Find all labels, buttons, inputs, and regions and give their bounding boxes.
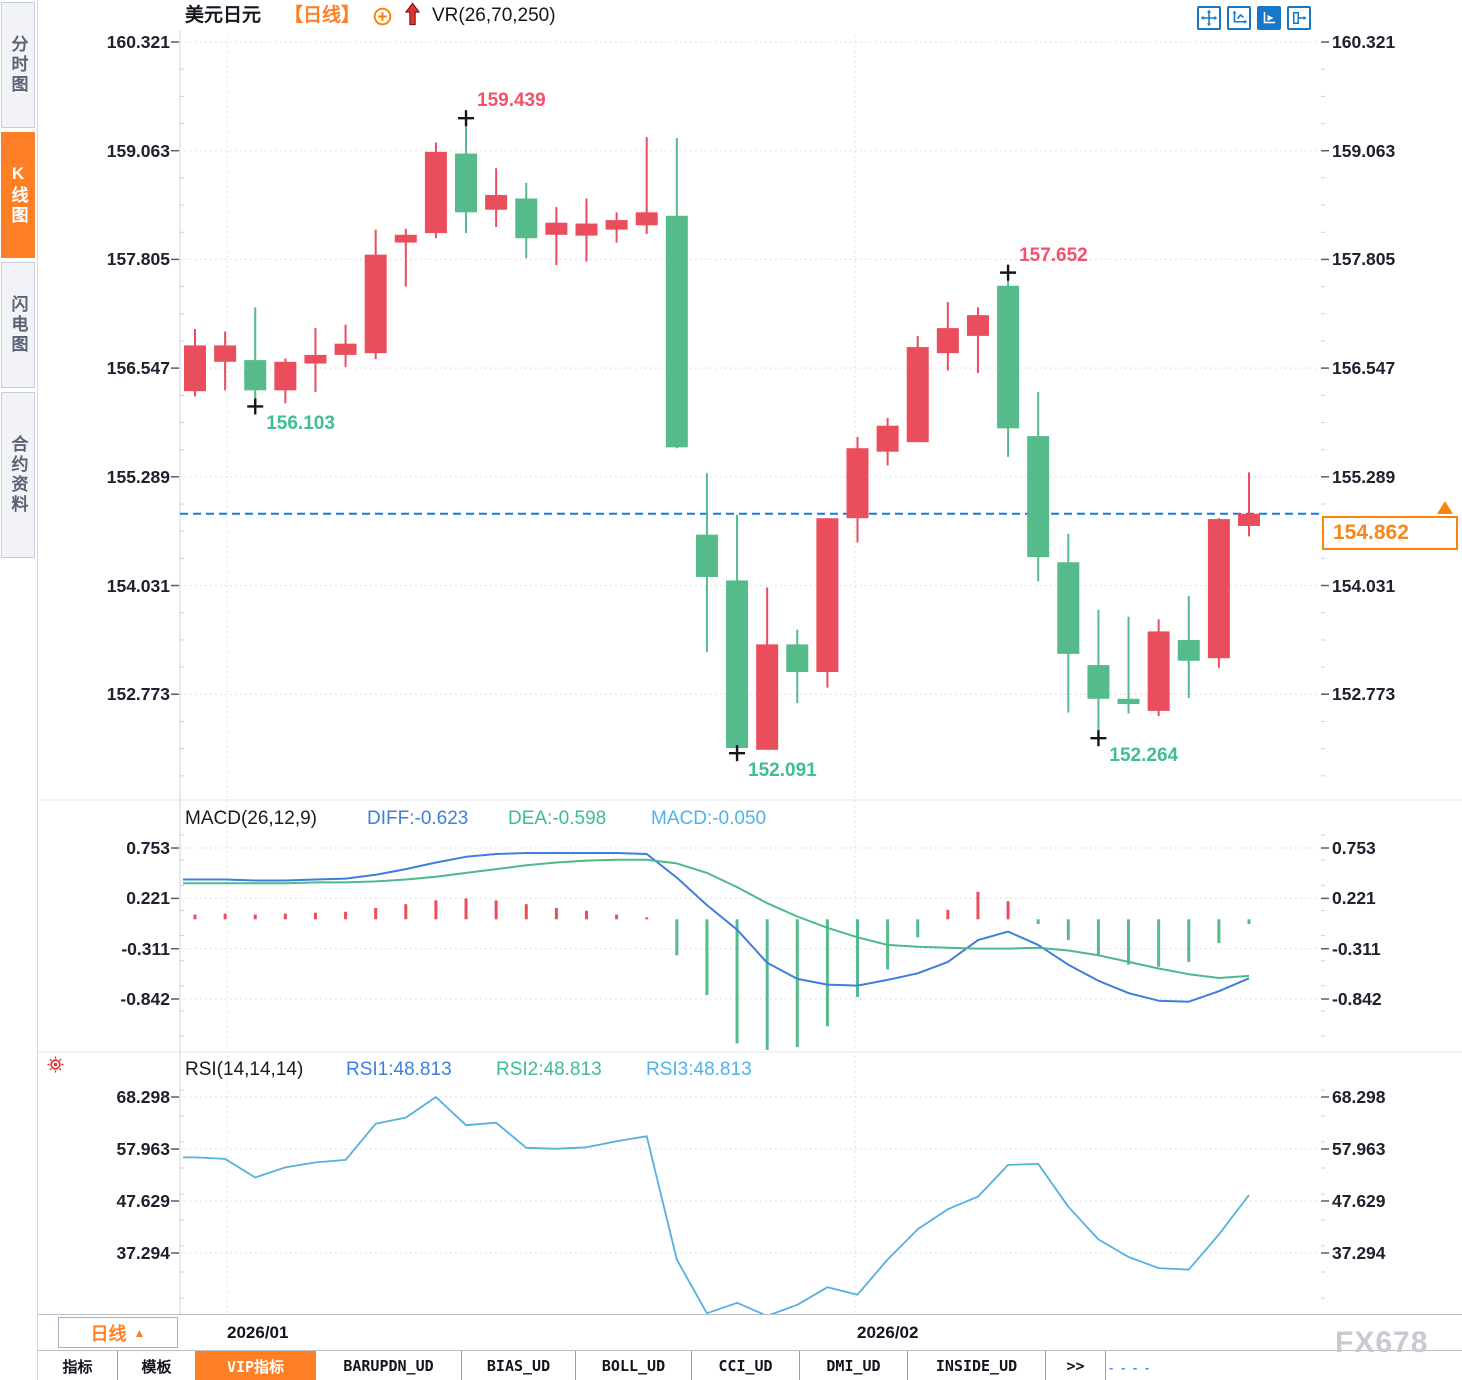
price-tick-right: 160.321 [1332,32,1396,52]
price-tick-right: 157.805 [1332,249,1396,270]
add-indicator-icon[interactable] [373,7,392,31]
rsi-tick-right: 47.629 [1332,1190,1386,1211]
price-annotation-152.091: 152.091 [748,760,817,782]
sidebar-tab-1[interactable]: K线图 [1,132,35,258]
chart-toolbar [1197,6,1311,30]
rsi-tick-left: 37.294 [116,1242,170,1263]
price-tick-left: 154.031 [106,575,170,596]
indicator-tabs-bar: 指标 模板 VIP指标 BARUPDN_UD BIAS_UD BOLL_UD CCI_UD D… [38,1350,1462,1380]
price-tick-right: 152.773 [1332,684,1396,705]
rsi-tick-left: 68.298 [116,1087,170,1107]
price-tick-right: 159.063 [1332,140,1396,161]
indicator-tab-[interactable]: 模板 [118,1351,196,1380]
auto-scale-icon[interactable] [1257,6,1281,30]
indicator-tab-vip[interactable]: VIP指标 [196,1351,316,1380]
period-selector-button[interactable]: 日线 ▲ [58,1317,178,1348]
indicator-tab-barupdn_ud[interactable]: BARUPDN_UD [316,1351,462,1380]
macd-tick-right: 0.753 [1332,838,1376,858]
rsi-title: RSI(14,14,14) [185,1059,304,1080]
sidebar-tab-3[interactable]: 合约资料 [1,392,35,558]
current-price-tag: 154.862 [1322,516,1458,550]
period-arrow-icon: ▲ [133,1325,146,1340]
rsi-tick-right: 57.963 [1332,1139,1386,1159]
macd-tick-right: -0.842 [1332,989,1382,1009]
period-tag: 【日线】 [284,5,361,26]
price-tick-left: 157.805 [106,249,170,270]
rsi1-value: RSI1:48.813 [346,1059,452,1080]
indicator-tab-boll_ud[interactable]: BOLL_UD [576,1351,692,1380]
macd-title: MACD(26,12,9) [185,808,317,829]
indicator-tab->>[interactable]: >> [1046,1351,1106,1380]
x-axis-label-jan: 2026/01 [227,1323,289,1342]
indicator-tab-dmi_ud[interactable]: DMI_UD [800,1351,908,1380]
indicator-tab-[interactable]: 指标 [38,1351,118,1380]
macd-hist-value: MACD:-0.050 [651,808,767,829]
price-tick-left: 160.321 [106,32,170,52]
price-annotation-152.264: 152.264 [1109,745,1179,767]
period-label: 日线 [90,1323,127,1344]
indicator-settings-icon[interactable] [47,1056,64,1078]
price-tick-left: 159.063 [106,140,170,161]
price-tick-right: 156.547 [1332,358,1396,379]
price-up-triangle-icon [1437,501,1453,514]
macd-dea-value: DEA:-0.598 [508,808,607,829]
macd-diff-value: DIFF:-0.623 [367,808,469,829]
macd-tick-left: -0.842 [120,989,170,1009]
price-annotation-157.652: 157.652 [1019,244,1088,266]
price-tick-left: 152.773 [106,684,170,705]
tab-overflow-dashes: - - - - [1109,1360,1152,1375]
rsi-tick-left: 57.963 [116,1139,170,1159]
rsi-tick-left: 47.629 [116,1190,170,1211]
price-tick-right: 155.289 [1332,466,1396,487]
indicator-tab-inside_ud[interactable]: INSIDE_UD [908,1351,1046,1380]
collapse-panel-icon[interactable] [1287,6,1311,30]
macd-tick-left: 0.221 [126,888,170,909]
macd-tick-left: -0.311 [121,938,170,959]
x-axis-bar: 日线 ▲ 2026/01 2026/02 [38,1314,1462,1351]
price-annotation-156.103: 156.103 [266,413,335,435]
sidebar-tab-2[interactable]: 闪电图 [1,262,35,388]
price-annotation-159.439: 159.439 [477,90,546,112]
pan-crosshair-icon[interactable] [1197,6,1221,30]
rsi3-value: RSI3:48.813 [646,1059,752,1080]
macd-tick-right: -0.311 [1332,938,1381,959]
sidebar-tab-0[interactable]: 分时图 [1,2,35,128]
price-tick-right: 154.031 [1332,575,1396,596]
chart-type-sidebar: 分时图 K线图闪电图合约资料 [0,0,38,1380]
price-tick-left: 155.289 [106,466,170,487]
symbol-title: 美元日元 [185,5,262,26]
rsi-tick-right: 68.298 [1332,1087,1386,1107]
macd-tick-right: 0.221 [1332,888,1376,909]
axis-range-icon[interactable] [1227,6,1251,30]
rsi2-value: RSI2:48.813 [496,1059,602,1080]
price-tick-left: 156.547 [106,358,170,379]
watermark: FX678 [1335,1326,1429,1359]
macd-tick-left: 0.753 [126,838,170,858]
x-axis-label-feb: 2026/02 [857,1323,919,1342]
indicator-tab-cci_ud[interactable]: CCI_UD [692,1351,800,1380]
trend-up-arrow-icon [404,2,421,31]
rsi-tick-right: 37.294 [1332,1242,1386,1263]
indicator-tab-bias_ud[interactable]: BIAS_UD [462,1351,576,1380]
overlay-indicator-label[interactable]: VR(26,70,250) [432,5,556,26]
